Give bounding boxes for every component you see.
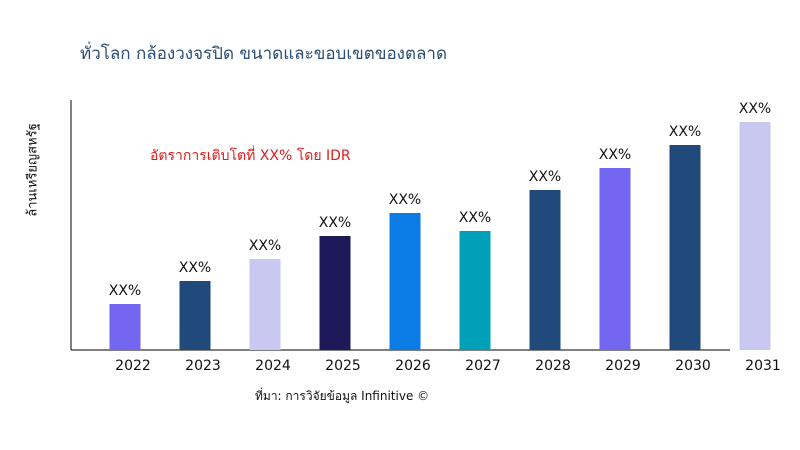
x-tick-label-2022: 2022 bbox=[115, 358, 151, 374]
bar-2029 bbox=[599, 168, 631, 350]
source-note: ที่มา: การวิจัยข้อมูล Infinitive © bbox=[255, 389, 430, 403]
data-label-2027: XX% bbox=[459, 210, 491, 226]
chart-title: ทั่วโลก กล้องวงจรปิด ขนาดและขอบเขตของตลา… bbox=[80, 44, 447, 64]
x-tick-label-2025: 2025 bbox=[325, 358, 361, 374]
x-tick-label-2031: 2031 bbox=[745, 358, 781, 374]
bar-2023 bbox=[179, 281, 211, 350]
data-label-2025: XX% bbox=[319, 215, 351, 231]
x-tick-label-2030: 2030 bbox=[675, 358, 711, 374]
x-tick-label-2023: 2023 bbox=[185, 358, 221, 374]
bar-2028 bbox=[529, 190, 561, 350]
cagr-annotation: อัตราการเติบโตที่ XX% โดย IDR bbox=[150, 148, 351, 164]
x-tick-label-2029: 2029 bbox=[605, 358, 641, 374]
bar-2025 bbox=[319, 236, 351, 350]
x-tick-label-2026: 2026 bbox=[395, 358, 431, 374]
data-label-2028: XX% bbox=[529, 169, 561, 185]
data-label-2030: XX% bbox=[669, 124, 701, 140]
data-label-2026: XX% bbox=[389, 192, 421, 208]
x-tick-label-2024: 2024 bbox=[255, 358, 291, 374]
data-label-2024: XX% bbox=[249, 238, 281, 254]
bar-2026 bbox=[389, 213, 421, 350]
data-label-2022: XX% bbox=[109, 283, 141, 299]
bar-2024 bbox=[249, 259, 281, 350]
bar-2022 bbox=[109, 304, 141, 350]
x-tick-label-2028: 2028 bbox=[535, 358, 571, 374]
data-label-2029: XX% bbox=[599, 147, 631, 163]
bar-2030 bbox=[669, 145, 701, 350]
x-tick-label-2027: 2027 bbox=[465, 358, 501, 374]
data-label-2031: XX% bbox=[739, 101, 771, 117]
bar-2031 bbox=[739, 122, 771, 350]
bar-2027 bbox=[459, 231, 491, 350]
data-label-2023: XX% bbox=[179, 260, 211, 276]
